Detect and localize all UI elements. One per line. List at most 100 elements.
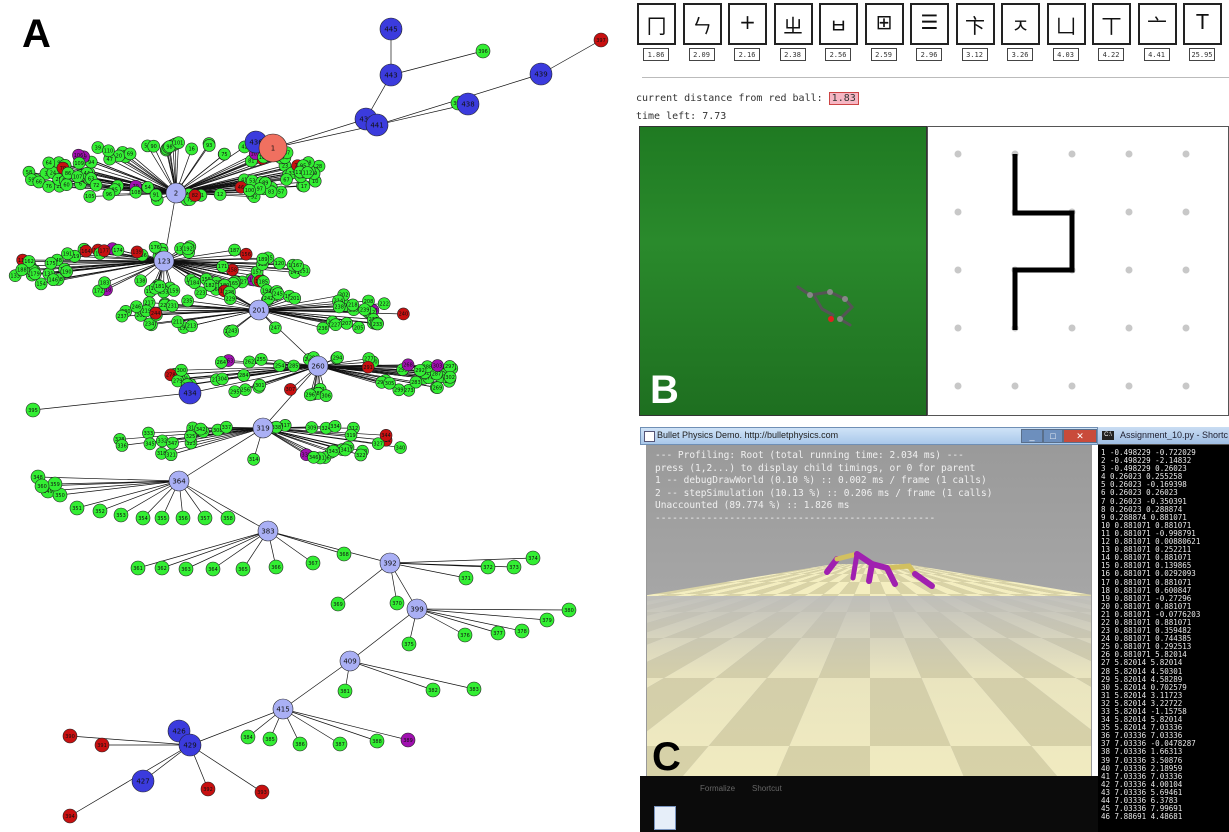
fitness-value: 2.38 [779, 48, 806, 61]
leaf-node [337, 683, 353, 699]
grid-dot[interactable] [1182, 208, 1190, 216]
graph-node-label: 17 [301, 184, 307, 190]
graph-node-label: 39 [95, 145, 101, 151]
leaf-node [228, 385, 242, 398]
grid-dot[interactable] [1182, 266, 1190, 274]
graph-node-label: 20 [116, 154, 122, 160]
grid-dot[interactable] [1068, 324, 1076, 332]
graph-node-label: 381 [340, 689, 350, 695]
graph-node-label: 41 [241, 178, 247, 184]
leaf-node [228, 243, 241, 257]
graph-node-label: 95 [300, 163, 306, 169]
morphology-thumbnail[interactable]: ⊞ [864, 3, 904, 45]
graph-node-label: 347 [168, 441, 178, 447]
morphology-thumbnail[interactable]: 卞 [955, 3, 995, 45]
grid-dot[interactable] [1125, 208, 1133, 216]
grid-dot[interactable] [1125, 150, 1133, 158]
graph-node-label: 273 [404, 388, 414, 394]
taskbar-label-formalize[interactable]: Formalize [700, 784, 736, 793]
morphology-thumbnail[interactable]: + [728, 3, 767, 45]
graph-node-label: 223 [196, 290, 206, 296]
grid-dot[interactable] [1125, 382, 1133, 390]
leaf-node [202, 139, 216, 152]
grid-dot[interactable] [1011, 382, 1019, 390]
path-grid[interactable] [928, 127, 1229, 417]
graph-node-label: 240 [399, 312, 409, 318]
grid-dot[interactable] [954, 208, 962, 216]
graph-node-label: 361 [133, 566, 143, 572]
graph-node-label: 278 [166, 373, 176, 379]
leaf-node [188, 189, 202, 202]
morphology-thumbnail[interactable]: T [1183, 3, 1222, 45]
graph-node-label: 409 [343, 657, 356, 665]
graph-node-label: 46 [238, 185, 244, 191]
leaf-node [369, 733, 385, 749]
leaf-node [188, 276, 201, 290]
window-titlebar[interactable]: Bullet Physics Demo. http://bulletphysic… [640, 427, 1098, 445]
graph-node-label: 376 [460, 633, 470, 639]
graph-node-label: 235 [183, 299, 193, 305]
maximize-icon[interactable]: □ [1043, 429, 1063, 443]
morphology-thumbnail[interactable]: 亠 [1137, 3, 1177, 45]
morphology-thumbnail[interactable]: ㄣ [682, 3, 722, 45]
console-titlebar[interactable]: C:\ Assignment_10.py - Shortcut [1098, 427, 1229, 445]
graph-node-label: 321 [166, 453, 176, 459]
leaf-node [561, 602, 577, 618]
grid-dot[interactable] [1182, 150, 1190, 158]
leaf-node [458, 570, 474, 586]
morphology-thumbnail[interactable]: ㅂ [819, 3, 858, 45]
graph-node-label: 279 [173, 379, 183, 385]
graph-node-label: 370 [392, 601, 402, 607]
leaf-node [129, 185, 143, 199]
leaf-node [130, 560, 146, 576]
leaf-node [185, 319, 198, 333]
leaf-node [205, 561, 221, 577]
graph-node-label: 362 [157, 566, 167, 572]
path-drawing-board[interactable] [927, 126, 1229, 416]
file-icon[interactable] [654, 806, 676, 830]
morphology-thumbnail[interactable]: ㅈ [1001, 3, 1040, 45]
grid-dot[interactable] [954, 266, 962, 274]
close-icon[interactable]: ✕ [1063, 429, 1097, 443]
grid-dot[interactable] [954, 150, 962, 158]
leaf-node [425, 682, 441, 698]
leaf-node [490, 625, 506, 641]
fitness-value: 4.22 [1098, 48, 1124, 61]
hub-node [165, 182, 187, 204]
morphology-thumbnail[interactable]: ㄓ [773, 3, 813, 45]
hub-node [178, 381, 202, 405]
graph-node-label: 299 [394, 388, 404, 394]
morphology-thumbnails: 冂 1.86 ㄣ 2.09 +2.16 ㄓ 2.38 ㅂ 2.56 ⊞ 2.59 ☰ 2.96 卞 3.12… [637, 3, 1229, 71]
grid-dot[interactable] [1068, 150, 1076, 158]
grid-dot[interactable] [954, 324, 962, 332]
grid-dot[interactable] [1125, 324, 1133, 332]
graph-node-label: 338 [272, 425, 282, 431]
morphology-thumbnail[interactable]: ☰ [910, 3, 949, 45]
graph-node-label: 92 [251, 194, 257, 200]
graph-node-label: 25 [55, 177, 61, 183]
morphology-thumbnail[interactable]: 丅 [1092, 3, 1131, 45]
graph-node-label: 308 [213, 428, 223, 434]
graph-node-label: 306 [321, 393, 331, 399]
grid-dot[interactable] [1068, 382, 1076, 390]
leaf-node [303, 388, 317, 402]
grid-dot[interactable] [954, 382, 962, 390]
graph-node-label: 355 [157, 516, 167, 522]
morphology-thumbnail[interactable]: 冂 [637, 3, 676, 45]
physics-viewport[interactable]: --- Profiling: Root (total running time:… [646, 445, 1092, 818]
taskbar-label-shortcut[interactable]: Shortcut [752, 784, 782, 793]
graph-node-label: 83 [268, 190, 274, 196]
morphology-thumbnail[interactable]: 凵 [1046, 3, 1086, 45]
grid-dot[interactable] [1182, 324, 1190, 332]
grid-dot[interactable] [1125, 266, 1133, 274]
robot-creature [824, 551, 935, 589]
graph-node-label: 226 [160, 303, 170, 309]
graph-node-label: 337 [222, 425, 232, 431]
leaf-node [305, 555, 321, 571]
leaf-node [42, 156, 56, 170]
leaf-node [431, 359, 444, 372]
minimize-icon[interactable]: _ [1021, 429, 1043, 443]
graph-node-label: 296 [305, 393, 315, 399]
grid-dot[interactable] [1182, 382, 1190, 390]
leaf-node [466, 681, 482, 697]
